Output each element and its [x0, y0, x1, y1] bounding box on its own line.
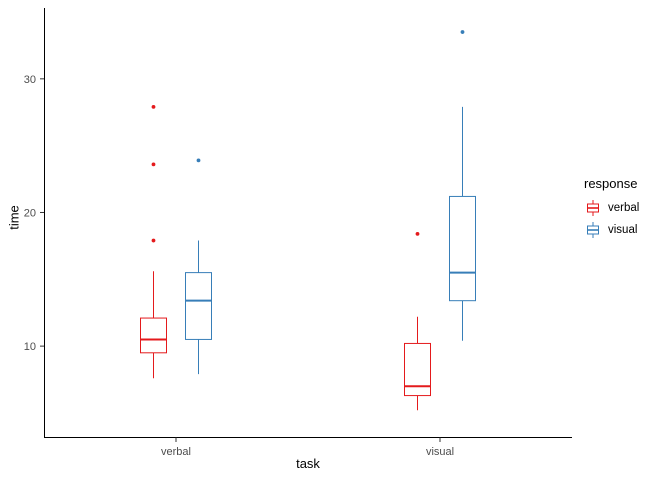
x-tick-label: verbal	[161, 446, 191, 458]
legend-label: visual	[608, 224, 638, 236]
boxplot-key-icon	[587, 222, 599, 238]
box-rect	[185, 272, 212, 340]
legend-item-verbal: verbal	[584, 199, 639, 217]
legend: response verbal visual	[584, 176, 639, 243]
box-rect	[449, 195, 476, 302]
box-rect	[404, 342, 431, 397]
y-tick-label: 30	[24, 74, 36, 86]
legend-items: verbal visual	[584, 199, 639, 239]
x-axis-title: task	[296, 456, 320, 471]
legend-label: verbal	[608, 202, 640, 214]
legend-title: response	[584, 176, 638, 191]
outlier-point	[460, 30, 465, 34]
boxplot-key-icon	[587, 200, 599, 216]
outlier-point	[151, 104, 156, 109]
y-tick-label: 20	[24, 207, 36, 219]
outlier-point	[151, 162, 156, 167]
outlier-point	[151, 238, 156, 243]
y-axis-title: time	[6, 205, 22, 230]
outlier-point	[415, 231, 420, 236]
y-tick-label: 10	[24, 341, 36, 353]
x-tick-label: visual	[426, 446, 454, 458]
legend-item-visual: visual	[584, 221, 639, 239]
outlier-point	[196, 158, 201, 163]
box-rect	[140, 317, 167, 354]
